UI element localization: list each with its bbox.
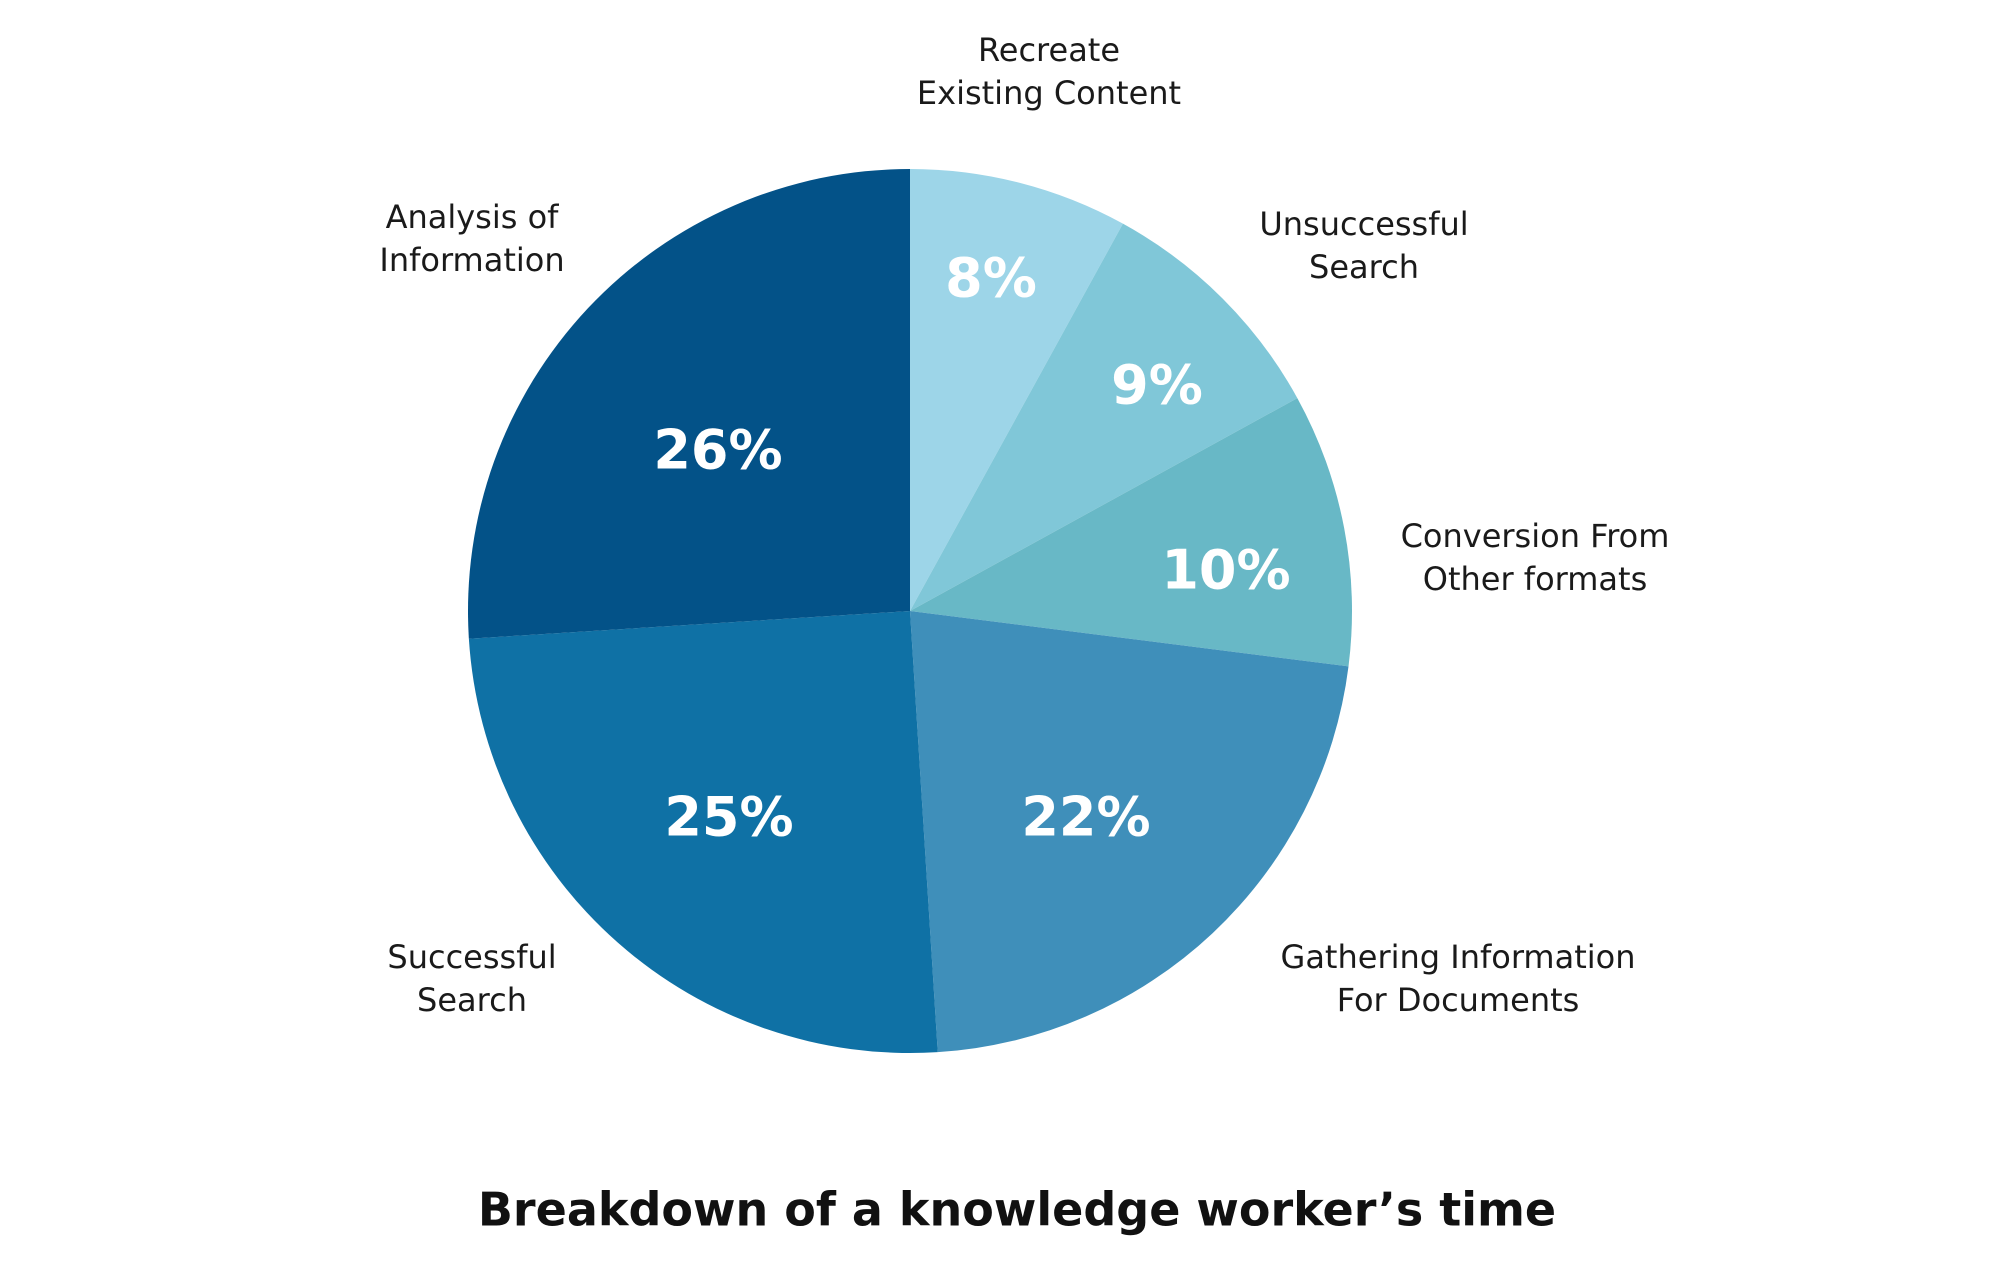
pie-slice	[910, 169, 1123, 611]
value-label: 25%	[664, 786, 793, 849]
category-label: Conversion From Other formats	[1401, 517, 1670, 598]
pie-slice	[910, 398, 1352, 667]
value-label: 22%	[1021, 786, 1150, 849]
pie-slice	[910, 611, 1349, 1053]
pie-slice	[468, 169, 910, 639]
category-label-line: Unsuccessful	[1259, 205, 1468, 243]
category-label-line: Recreate	[978, 31, 1120, 69]
category-label-line: Existing Content	[917, 74, 1181, 112]
category-label-line: Successful	[387, 938, 556, 976]
category-label-line: Information	[379, 241, 564, 279]
value-label: 26%	[653, 419, 782, 482]
category-label: Unsuccessful Search	[1259, 205, 1468, 286]
pie-slice	[468, 611, 938, 1053]
category-label: Recreate Existing Content	[917, 31, 1181, 112]
category-label-line: Analysis of	[386, 198, 560, 236]
value-label: 10%	[1161, 539, 1290, 602]
chart-title: Breakdown of a knowledge worker’s time	[478, 1183, 1556, 1237]
value-label: 8%	[945, 247, 1037, 310]
value-label: 9%	[1111, 354, 1203, 417]
category-label-line: Search	[417, 981, 527, 1019]
category-label: Successful Search	[387, 938, 556, 1019]
pie-slice	[910, 223, 1298, 611]
category-label-line: For Documents	[1337, 981, 1580, 1019]
category-label-line: Gathering Information	[1281, 938, 1636, 976]
category-label: Gathering Information For Documents	[1281, 938, 1636, 1019]
category-label-line: Search	[1309, 248, 1419, 286]
category-label-line: Conversion From	[1401, 517, 1670, 555]
category-label-line: Other formats	[1423, 560, 1647, 598]
category-label: Analysis of Information	[379, 198, 564, 279]
